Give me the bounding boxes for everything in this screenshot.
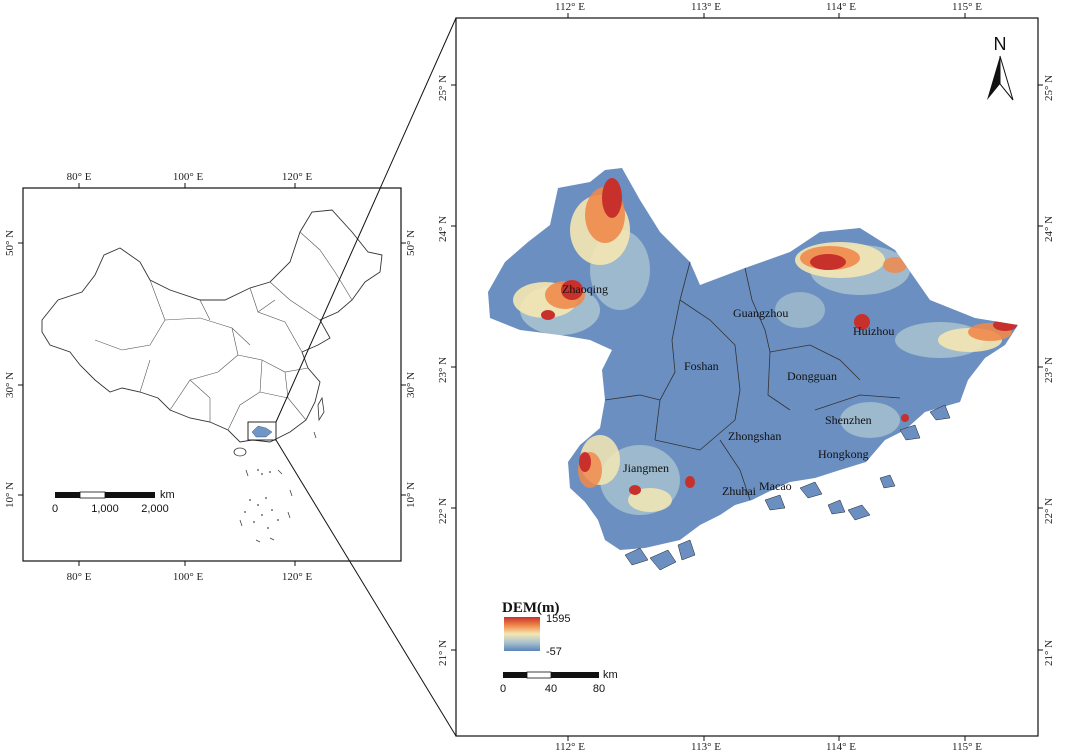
detail-scale-unit: km [603, 669, 618, 681]
detail-bottom-lon-0: 112° E [555, 741, 585, 752]
overview-bottom-lon-1: 100° E [173, 571, 204, 583]
detail-left-lat-2: 23° N [437, 357, 449, 383]
city-label-dongguan: Dongguan [787, 369, 837, 383]
dem-legend: DEM(m) 1595 -57 [502, 600, 570, 658]
overview-right-lat-2: 10° N [405, 482, 417, 508]
detail-scale-label-2: 80 [593, 683, 605, 695]
detail-top-lon-3: 115° E [952, 1, 982, 13]
north-arrow-label: N [994, 34, 1007, 54]
detail-right-lat-2: 23° N [1043, 357, 1055, 383]
overview-scale-unit: km [160, 489, 175, 501]
detail-left-lat-1: 24° N [437, 216, 449, 242]
detail-bottom-lon-3: 115° E [952, 741, 982, 752]
detail-top-lon-0: 112° E [555, 1, 585, 13]
north-arrow: N [987, 34, 1014, 101]
city-label-huizhou: Huizhou [853, 324, 894, 338]
hainan-island [233, 447, 247, 457]
city-label-foshan: Foshan [684, 359, 719, 373]
detail-right-lat-0: 25° N [1043, 75, 1055, 101]
detail-scale-label-0: 0 [500, 683, 506, 695]
city-label-hongkong: Hongkong [818, 447, 869, 461]
overview-scale-label-1: 1,000 [91, 503, 119, 515]
city-label-zhuhai: Zhuhai [722, 484, 757, 498]
nine-dash-line [239, 431, 317, 543]
overview-left-lat-2: 10° N [4, 482, 16, 508]
overview-top-lon-2: 120° E [282, 171, 313, 183]
detail-scale-bar: 0 40 80 km [500, 669, 618, 695]
province-boundaries [94, 231, 353, 431]
city-label-macao: Macao [759, 479, 792, 493]
overview-top-lon-1: 100° E [173, 171, 204, 183]
north-arrow-icon [987, 56, 1000, 100]
detail-right-lat-4: 21° N [1043, 640, 1055, 666]
overview-left-lat-0: 50° N [4, 230, 16, 256]
connector-line-bottom [275, 439, 457, 737]
overview-scale-label-2: 2,000 [141, 503, 169, 515]
legend-title: DEM(m) [502, 600, 559, 616]
legend-max: 1595 [546, 613, 570, 625]
city-label-zhaoqing: Zhaoqing [562, 282, 608, 296]
overview-map: 80° E 100° E 120° E 80° E 100° E 120° E … [4, 171, 417, 583]
overview-frame [22, 187, 402, 562]
detail-bottom-lon-2: 114° E [826, 741, 856, 752]
china-outline [41, 209, 383, 443]
overview-bottom-lon-0: 80° E [67, 571, 92, 583]
study-area-fill [251, 425, 273, 438]
detail-left-lat-4: 21° N [437, 640, 449, 666]
overview-ticks [18, 183, 406, 566]
city-label-shenzhen: Shenzhen [825, 413, 872, 427]
overview-scale-bar: 0 1,000 2,000 km [52, 489, 175, 515]
south-china-sea-islands [244, 469, 279, 529]
study-area-box [247, 421, 277, 441]
detail-right-lat-3: 22° N [1043, 498, 1055, 524]
legend-color-ramp [504, 617, 540, 651]
overview-bottom-lon-2: 120° E [282, 571, 313, 583]
legend-min: -57 [546, 646, 562, 658]
city-label-guangzhou: Guangzhou [733, 306, 788, 320]
detail-ticks [451, 13, 1043, 741]
city-boundaries [604, 261, 901, 501]
detail-left-lat-3: 22° N [437, 498, 449, 524]
city-label-jiangmen: Jiangmen [623, 461, 669, 475]
detail-right-lat-1: 24° N [1043, 216, 1055, 242]
detail-left-lat-0: 25° N [437, 75, 449, 101]
taiwan-island [317, 396, 325, 422]
detail-top-lon-1: 113° E [691, 1, 721, 13]
dem-raster [488, 168, 1018, 571]
connector-line-top [275, 17, 457, 423]
overview-right-lat-1: 30° N [405, 372, 417, 398]
detail-map: 112° E 113° E 114° E 115° E 112° E 113° … [437, 1, 1055, 752]
city-label-zhongshan: Zhongshan [728, 429, 781, 443]
overview-top-lon-0: 80° E [67, 171, 92, 183]
overview-scale-label-0: 0 [52, 503, 58, 515]
overview-right-lat-0: 50° N [405, 230, 417, 256]
overview-left-lat-1: 30° N [4, 372, 16, 398]
detail-scale-label-1: 40 [545, 683, 557, 695]
islands [624, 404, 951, 571]
detail-top-lon-2: 114° E [826, 1, 856, 13]
detail-bottom-lon-1: 113° E [691, 741, 721, 752]
